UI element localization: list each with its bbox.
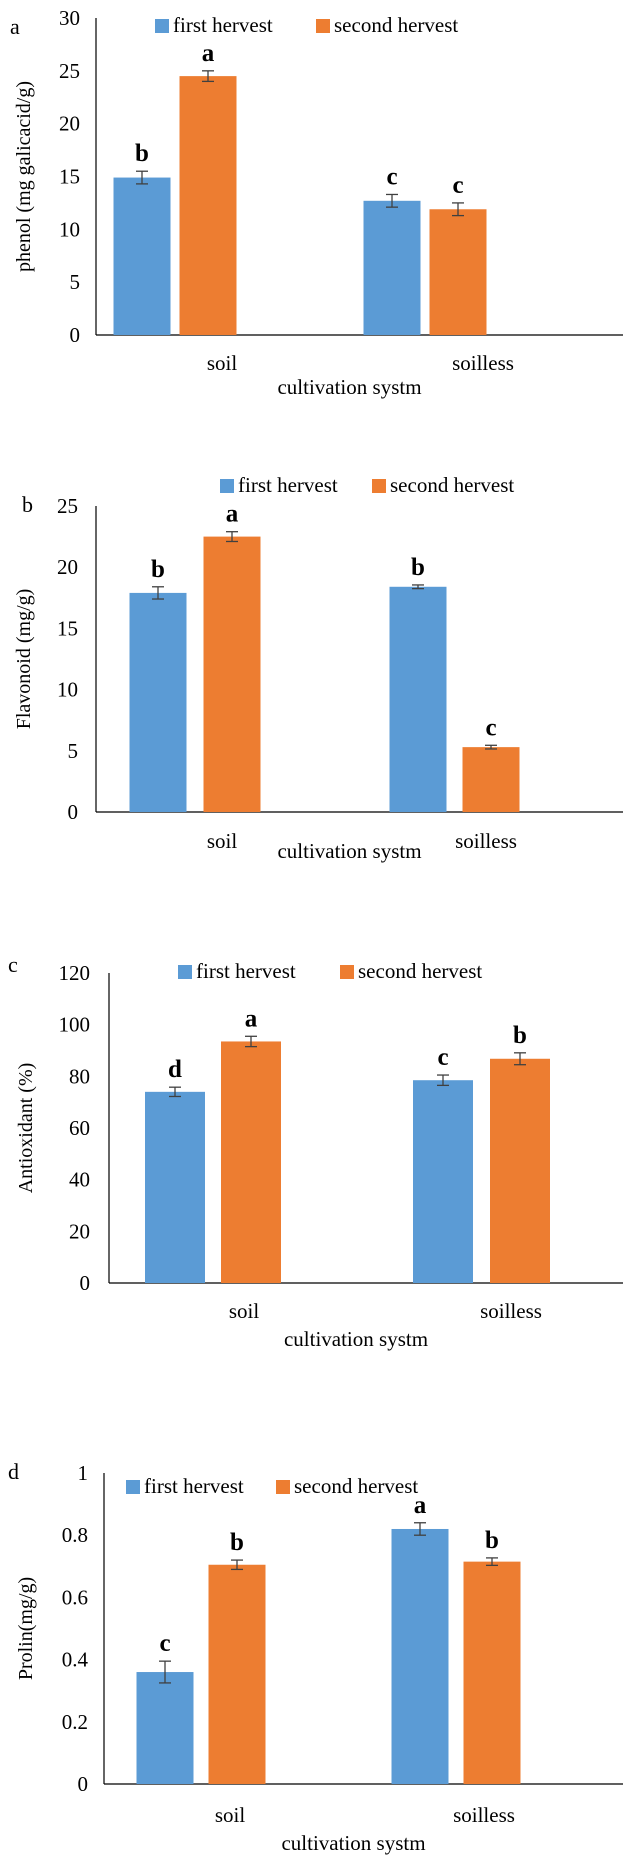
y-tick-label: 100 — [59, 1013, 91, 1037]
panel-label: c — [8, 952, 18, 977]
y-tick-label: 40 — [69, 1168, 90, 1192]
x-axis-label: cultivation systm — [277, 375, 421, 399]
significance-letter: a — [226, 501, 239, 528]
significance-letter: b — [411, 554, 425, 581]
y-tick-label: 20 — [59, 112, 80, 136]
bar — [462, 747, 520, 812]
legend-entry: first hervest — [144, 1474, 244, 1498]
y-tick-label: 10 — [57, 678, 78, 702]
x-tick-label: soilless — [453, 1803, 515, 1827]
significance-letter: b — [485, 1527, 499, 1554]
bar — [203, 536, 261, 812]
significance-letter: c — [485, 714, 496, 741]
y-tick-label: 0.6 — [62, 1585, 88, 1609]
x-tick-label: soilless — [480, 1299, 542, 1323]
x-tick-label: soil — [215, 1803, 246, 1827]
y-tick-label: 0 — [68, 800, 79, 824]
y-tick-label: 0 — [70, 323, 81, 347]
legend-swatch — [316, 19, 330, 33]
legend-swatch — [126, 1480, 140, 1494]
legend-entry: first hervest — [238, 473, 338, 497]
legend-entry: second hervest — [390, 473, 514, 497]
bar — [389, 586, 447, 812]
y-tick-label: 10 — [59, 217, 80, 241]
legend-swatch — [276, 1480, 290, 1494]
bar — [413, 1080, 473, 1283]
legend-entry: second hervest — [334, 13, 458, 37]
legend-swatch — [220, 479, 234, 493]
y-tick-label: 25 — [57, 494, 78, 518]
bar — [490, 1058, 550, 1283]
y-tick-label: 25 — [59, 59, 80, 83]
y-axis-label: Prolin(mg/g) — [15, 1577, 37, 1680]
legend-entry: first hervest — [173, 13, 273, 37]
bar — [179, 76, 237, 335]
bar — [208, 1564, 266, 1784]
significance-letter: d — [168, 1056, 182, 1083]
y-tick-label: 20 — [57, 555, 78, 579]
significance-letter: b — [135, 140, 149, 167]
legend-swatch — [178, 965, 192, 979]
significance-letter: c — [159, 1630, 170, 1657]
bar — [429, 209, 487, 335]
y-axis-label: phenol (mg galicacid/g) — [13, 81, 35, 272]
x-tick-label: soil — [207, 829, 238, 853]
y-tick-label: 15 — [59, 165, 80, 189]
y-tick-label: 20 — [69, 1219, 90, 1243]
x-tick-label: soilless — [452, 351, 514, 375]
bar — [363, 200, 421, 335]
bar — [136, 1672, 194, 1784]
y-tick-label: 0.8 — [62, 1523, 88, 1547]
y-tick-label: 0.4 — [62, 1648, 89, 1672]
y-tick-label: 80 — [69, 1064, 90, 1088]
y-tick-label: 0.2 — [62, 1710, 88, 1734]
x-axis-label: cultivation systm — [277, 839, 421, 863]
x-tick-label: soil — [207, 351, 238, 375]
y-tick-label: 15 — [57, 616, 78, 640]
bar — [129, 592, 187, 812]
bar — [391, 1528, 449, 1784]
legend-entry: second hervest — [358, 959, 482, 983]
panel-label: b — [22, 492, 33, 517]
significance-letter: c — [452, 172, 463, 199]
bar — [221, 1041, 281, 1283]
x-axis-label: cultivation systm — [284, 1327, 428, 1351]
significance-letter: b — [513, 1022, 527, 1049]
y-tick-label: 0 — [80, 1271, 91, 1295]
y-tick-label: 60 — [69, 1116, 90, 1140]
x-tick-label: soilless — [455, 829, 517, 853]
y-tick-label: 120 — [59, 961, 91, 985]
significance-letter: c — [437, 1044, 448, 1071]
significance-letter: b — [151, 556, 165, 583]
x-axis-label: cultivation systm — [281, 1831, 425, 1855]
panel-label: d — [8, 1459, 19, 1484]
significance-letter: c — [386, 163, 397, 190]
bar — [113, 177, 171, 335]
legend-entry: first hervest — [196, 959, 296, 983]
x-tick-label: soil — [229, 1299, 260, 1323]
y-axis-label: Antioxidant (%) — [15, 1063, 37, 1194]
significance-letter: b — [230, 1529, 244, 1556]
bar — [463, 1561, 521, 1784]
y-tick-label: 0 — [78, 1772, 89, 1796]
panel-label: a — [10, 14, 20, 39]
y-tick-label: 5 — [70, 270, 81, 294]
legend-swatch — [372, 479, 386, 493]
significance-letter: a — [414, 1492, 427, 1519]
significance-letter: a — [202, 40, 215, 67]
y-tick-label: 1 — [78, 1461, 89, 1485]
legend-swatch — [340, 965, 354, 979]
y-tick-label: 30 — [59, 6, 80, 30]
legend-entry: second hervest — [294, 1474, 418, 1498]
y-tick-label: 5 — [68, 739, 79, 763]
significance-letter: a — [245, 1005, 258, 1032]
y-axis-label: Flavonoid (mg/g) — [13, 589, 35, 730]
legend-swatch — [155, 19, 169, 33]
bar — [145, 1091, 205, 1283]
